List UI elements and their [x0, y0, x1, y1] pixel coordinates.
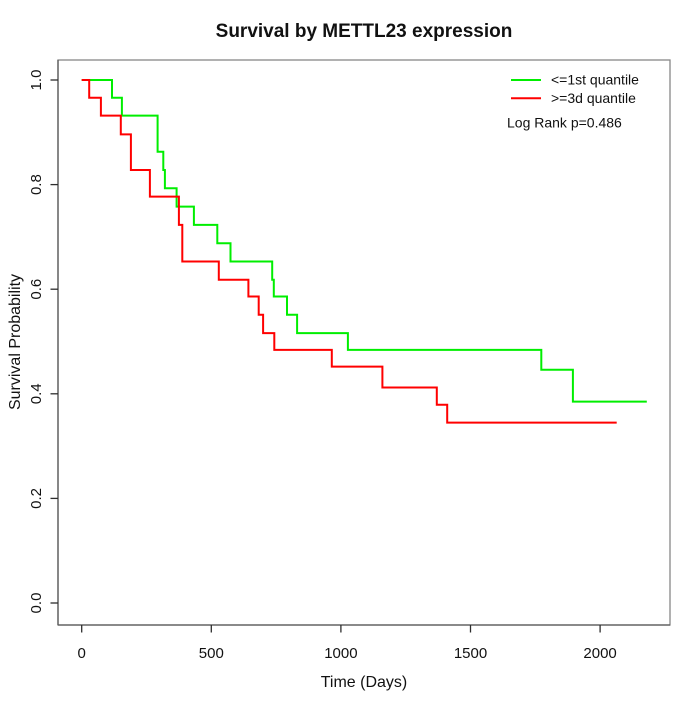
x-tick-label: 0 — [78, 645, 86, 662]
y-axis-label: Survival Probability — [7, 274, 24, 410]
y-tick-label: 0.4 — [28, 383, 45, 404]
log-rank-annotation: Log Rank p=0.486 — [507, 115, 622, 131]
survival-curves — [81, 79, 647, 424]
x-tick-label: 2000 — [583, 645, 616, 662]
legend: <=1st quantile >=3d quantile Log Rank p=… — [507, 72, 639, 131]
plot-box — [57, 59, 671, 626]
chart-title: Survival by METTL23 expression — [216, 21, 513, 42]
axis-ticks: 0 500 1000 1500 2000 0.0 0.2 0.4 0.6 0.8 1.0 — [28, 70, 617, 662]
y-tick-label: 0.8 — [28, 174, 45, 195]
curve-q3 — [81, 79, 617, 424]
legend-label-q3: >=3d quantile — [551, 90, 636, 106]
y-tick-label: 1.0 — [28, 70, 45, 91]
x-tick-label: 1500 — [454, 645, 487, 662]
curve-q1 — [81, 79, 647, 403]
x-tick-label: 500 — [199, 645, 224, 662]
x-axis-label: Time (Days) — [321, 674, 408, 691]
y-tick-label: 0.6 — [28, 279, 45, 300]
y-tick-label: 0.2 — [28, 488, 45, 509]
legend-label-q1: <=1st quantile — [551, 72, 639, 88]
x-tick-label: 1000 — [324, 645, 357, 662]
y-tick-label: 0.0 — [28, 593, 45, 614]
